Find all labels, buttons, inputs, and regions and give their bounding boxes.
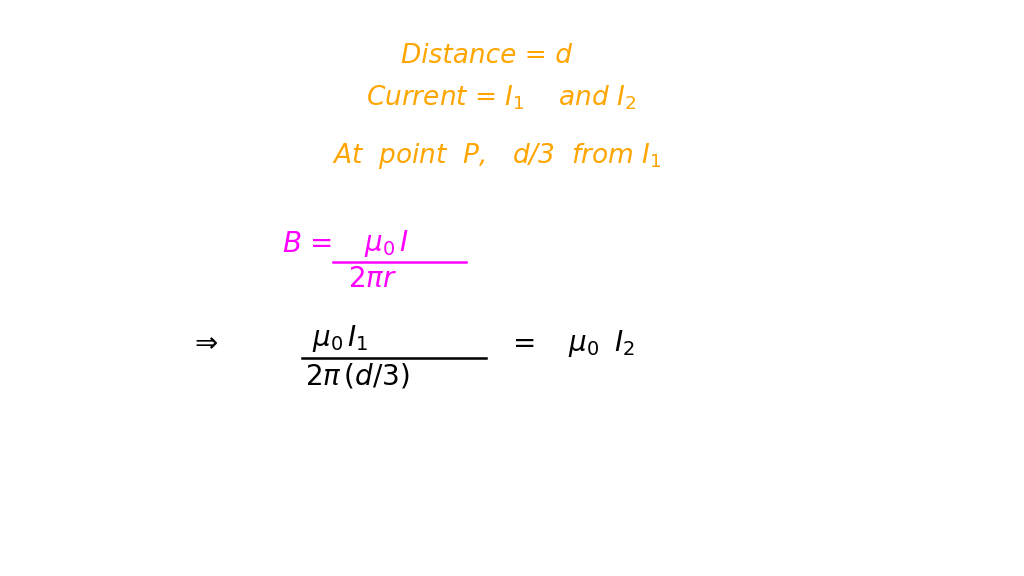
Text: At  point  P,   d/3  from $\mathit{I}_1$: At point P, d/3 from $\mathit{I}_1$ (332, 141, 662, 171)
Text: Current = $\mathit{I}_1$    and $\mathit{I}_2$: Current = $\mathit{I}_1$ and $\mathit{I}… (367, 84, 637, 112)
Text: Distance = d: Distance = d (401, 43, 571, 69)
Text: $2\pi\,(\mathit{d}/3)$: $2\pi\,(\mathit{d}/3)$ (305, 362, 410, 391)
Text: $\Rightarrow$: $\Rightarrow$ (189, 328, 219, 357)
Text: $\mu_0\, \mathit{I}_1$: $\mu_0\, \mathit{I}_1$ (312, 323, 369, 354)
Text: $\mu_0 \;\; \mathit{I}_2$: $\mu_0 \;\; \mathit{I}_2$ (568, 328, 635, 359)
Text: $2\pi \mathit{r}$: $2\pi \mathit{r}$ (348, 265, 397, 293)
Text: $\mathit{B}$ =: $\mathit{B}$ = (282, 230, 332, 259)
Text: $\mu_0\, \mathit{I}$: $\mu_0\, \mathit{I}$ (364, 228, 409, 259)
Text: $=$: $=$ (507, 328, 535, 357)
